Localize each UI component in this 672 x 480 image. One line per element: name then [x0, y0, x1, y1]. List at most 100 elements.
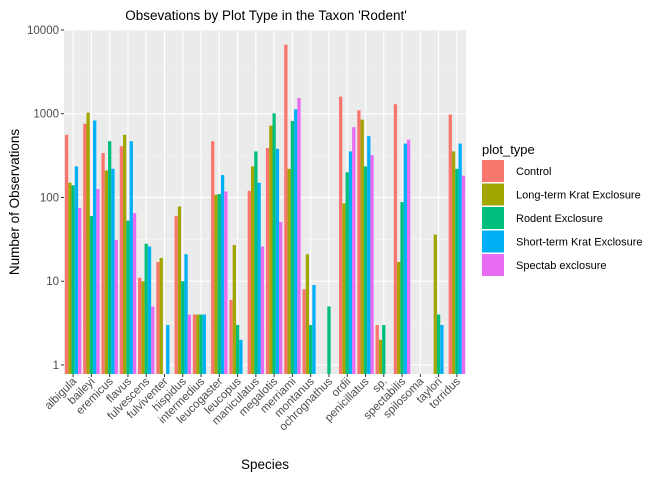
y-tick-label: 10 — [46, 276, 59, 288]
bars — [64, 44, 466, 375]
legend-swatch — [482, 254, 504, 276]
bar — [96, 189, 100, 374]
bar — [71, 185, 75, 374]
bar — [166, 325, 170, 374]
bar — [64, 134, 69, 374]
bar — [141, 281, 145, 374]
bar — [114, 240, 118, 374]
y-tick-label: 1 — [53, 360, 59, 372]
bar — [382, 325, 386, 374]
y-tick-label: 1000 — [33, 109, 59, 121]
bar — [159, 257, 163, 374]
bar — [235, 325, 240, 374]
bar — [144, 243, 148, 374]
bar — [192, 314, 197, 374]
bar — [284, 44, 288, 374]
bar — [345, 172, 349, 374]
bar — [239, 339, 243, 374]
bar — [397, 261, 401, 374]
bar — [357, 110, 361, 374]
y-tick-label: 10000 — [27, 25, 59, 37]
legend: plot_type Control Long-term Krat Exclosur… — [482, 142, 643, 276]
bar — [111, 168, 115, 374]
bar — [229, 299, 233, 374]
bar — [147, 246, 152, 374]
legend-title: plot_type — [482, 142, 535, 157]
bar — [220, 175, 225, 374]
bar — [339, 96, 343, 374]
bar — [275, 148, 280, 374]
bar — [269, 125, 273, 375]
bar — [177, 206, 182, 374]
bar — [74, 166, 79, 374]
bar — [196, 314, 200, 374]
bar — [86, 112, 90, 375]
legend-swatch — [482, 207, 504, 229]
bar — [458, 143, 462, 374]
bar — [250, 166, 255, 374]
bar — [448, 114, 452, 374]
bar — [348, 151, 353, 374]
bar — [101, 152, 105, 374]
bar — [393, 104, 398, 374]
bar — [309, 325, 313, 374]
legend-label: Rodent Exclosure — [516, 213, 603, 225]
bar — [119, 146, 124, 374]
bar — [440, 325, 444, 374]
bar — [184, 254, 188, 374]
bar — [68, 182, 72, 374]
legend-label: Spectab exclosure — [516, 260, 607, 272]
bar — [272, 113, 276, 375]
bar — [126, 220, 130, 374]
bar — [232, 245, 236, 374]
legend-swatch — [482, 183, 504, 206]
bar — [461, 175, 466, 374]
bar — [260, 246, 265, 374]
bar — [433, 234, 437, 374]
x-axis-title: Species — [241, 457, 289, 472]
bar — [436, 314, 441, 374]
bar — [378, 339, 383, 374]
y-tick-label: 100 — [40, 192, 59, 204]
bar — [290, 120, 295, 374]
bar — [224, 191, 228, 374]
bar — [129, 141, 133, 374]
bar — [202, 314, 206, 374]
bar — [138, 277, 142, 374]
bar — [211, 141, 215, 374]
bar — [403, 143, 407, 374]
bar — [265, 147, 270, 374]
legend-label: Long-term Krat Exclosure — [516, 190, 641, 202]
bar — [156, 261, 160, 374]
bar — [151, 306, 155, 374]
bar — [400, 202, 404, 374]
bar — [305, 254, 310, 374]
bar — [375, 325, 379, 374]
bar — [83, 123, 87, 374]
bar — [312, 285, 316, 374]
bar — [217, 194, 221, 374]
bar — [287, 168, 291, 374]
bar — [78, 207, 82, 374]
bar — [254, 151, 258, 374]
y-axis-title: Number of Observations — [7, 129, 22, 276]
bar — [294, 109, 298, 374]
bar — [367, 136, 371, 374]
bar — [451, 151, 456, 374]
bar — [181, 281, 185, 374]
bar — [360, 119, 364, 374]
bar — [132, 213, 137, 374]
legend-label: Short-term Krat Exclosure — [516, 237, 643, 249]
chart-title: Obsevations by Plot Type in the Taxon 'R… — [125, 8, 407, 23]
legend-label: Control — [516, 166, 551, 178]
bar — [187, 314, 191, 374]
bar — [247, 190, 251, 374]
legend-swatch — [482, 160, 504, 182]
bar — [455, 168, 459, 374]
bar — [257, 182, 261, 374]
bar — [370, 155, 374, 374]
bar — [123, 134, 127, 374]
bar — [406, 139, 411, 374]
bar — [363, 166, 368, 374]
